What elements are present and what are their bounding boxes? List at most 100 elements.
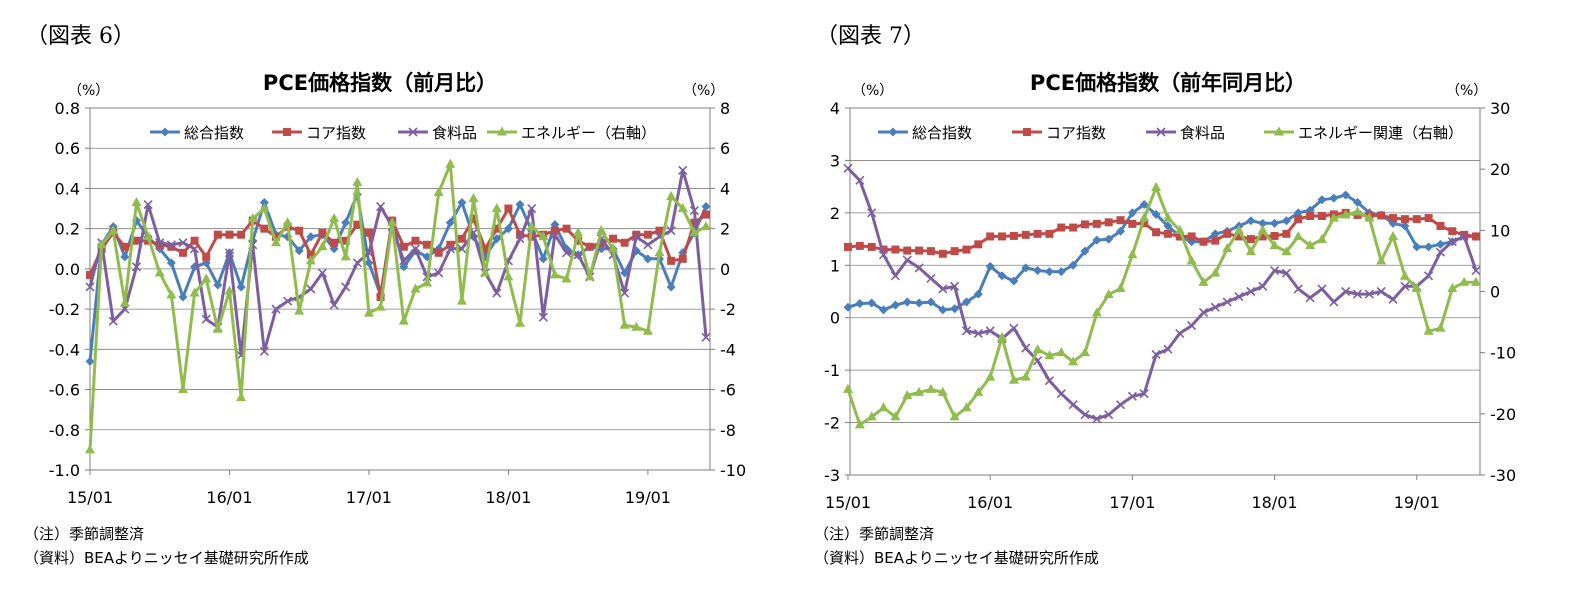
- data-point: [1140, 219, 1149, 228]
- data-point: [1258, 218, 1268, 228]
- chart-pce-monthly: PCE価格指数（前月比）（%） （%）0.80.60.40.20.0-0.2-0.…: [49, 71, 746, 507]
- data-point: [973, 328, 983, 339]
- data-point: [399, 256, 409, 266]
- legend-item: 総合指数: [878, 124, 972, 142]
- data-point: [855, 175, 865, 185]
- data-point: [608, 243, 619, 253]
- data-point: [445, 244, 455, 254]
- data-point: [411, 236, 420, 245]
- right-tick-label: -6: [720, 381, 736, 400]
- data-point: [341, 236, 350, 245]
- data-point: [844, 242, 852, 251]
- legend-label: エネルギー関連（右軸）: [1298, 124, 1463, 142]
- data-point: [375, 301, 386, 311]
- data-point: [1174, 224, 1185, 234]
- data-point: [891, 245, 900, 254]
- left-tick-label: 4: [830, 99, 840, 118]
- data-point: [1281, 246, 1292, 256]
- data-point: [1092, 219, 1101, 228]
- data-point: [85, 282, 95, 292]
- data-point: [1045, 229, 1054, 238]
- data-point: [1163, 344, 1173, 354]
- data-point: [1104, 234, 1114, 244]
- data-point: [1364, 289, 1374, 299]
- left-tick-label: 0.4: [55, 179, 80, 198]
- data-point: [538, 312, 548, 322]
- plot-frame: [849, 107, 1481, 476]
- right-tick-label: -4: [720, 340, 736, 359]
- data-point: [1424, 242, 1434, 252]
- data-point: [1162, 212, 1173, 222]
- data-point: [492, 234, 502, 244]
- data-point: [1198, 276, 1209, 286]
- data-point: [854, 419, 865, 429]
- legend-item: 食料品: [1146, 124, 1225, 142]
- left-tick-label: -0.8: [49, 421, 80, 440]
- data-point: [143, 231, 154, 241]
- series-3: [843, 163, 1481, 424]
- data-point: [1056, 347, 1067, 357]
- data-point: [492, 224, 501, 233]
- data-point: [1448, 227, 1457, 236]
- data-point: [1044, 267, 1054, 277]
- data-point: [1021, 343, 1031, 353]
- data-point: [492, 288, 502, 298]
- data-point: [643, 254, 653, 264]
- data-point: [573, 250, 583, 260]
- data-point: [353, 220, 362, 229]
- panel-figure-6: （図表 6） PCE価格指数（前月比） （%） （%） 0.8 0.6 0.4 0.2 0.0…: [0, 0, 795, 612]
- chart-title: PCE価格指数（前月比）: [263, 71, 497, 95]
- data-point: [225, 230, 234, 239]
- data-point: [914, 298, 924, 308]
- data-point: [561, 248, 572, 258]
- data-point: [1163, 221, 1173, 231]
- data-point: [1044, 376, 1054, 386]
- data-point: [1151, 349, 1161, 359]
- data-point: [1411, 282, 1422, 292]
- legend-marker: [1274, 126, 1284, 136]
- data-point: [120, 242, 129, 251]
- data-point: [376, 201, 386, 212]
- data-point: [998, 232, 1007, 241]
- data-point: [120, 252, 130, 262]
- data-point: [1399, 270, 1410, 280]
- data-point: [1305, 240, 1316, 250]
- data-point: [973, 289, 983, 299]
- data-point: [1459, 276, 1470, 286]
- data-point: [1234, 224, 1245, 234]
- data-point: [1471, 276, 1481, 286]
- data-point: [96, 239, 107, 249]
- data-point: [1329, 297, 1339, 307]
- data-point: [1388, 294, 1398, 304]
- data-point: [363, 307, 374, 317]
- data-point: [526, 221, 537, 231]
- data-point: [903, 246, 912, 255]
- data-point: [503, 224, 513, 234]
- data-point: [866, 411, 877, 421]
- right-tick-label: 4: [720, 179, 730, 198]
- x-tick-label: 17/01: [346, 488, 392, 507]
- data-point: [340, 251, 351, 261]
- figure-label: （図表 6）: [26, 24, 135, 49]
- data-point: [1210, 229, 1220, 239]
- data-point: [1412, 242, 1422, 252]
- data-point: [1163, 229, 1172, 238]
- data-point: [1270, 265, 1280, 276]
- right-axis-unit: （%）: [683, 83, 724, 99]
- data-point: [1316, 234, 1327, 244]
- data-point: [131, 262, 142, 272]
- right-tick-label: -10: [720, 461, 746, 480]
- data-point: [1116, 216, 1125, 225]
- series-4: [843, 182, 1481, 429]
- data-point: [1104, 410, 1114, 420]
- data-point: [938, 284, 948, 294]
- right-tick-label: 10: [1490, 221, 1510, 240]
- legend-marker: [497, 126, 507, 136]
- data-point: [1447, 237, 1457, 247]
- chart-pce-yoy: PCE価格指数（前年同月比）（%） （%）43210-1-2-33020100-1…: [824, 71, 1516, 512]
- legend-label: 総合指数: [912, 124, 972, 142]
- data-point: [329, 213, 340, 223]
- data-point: [1341, 286, 1351, 297]
- data-point: [515, 317, 526, 327]
- data-point: [1151, 182, 1162, 192]
